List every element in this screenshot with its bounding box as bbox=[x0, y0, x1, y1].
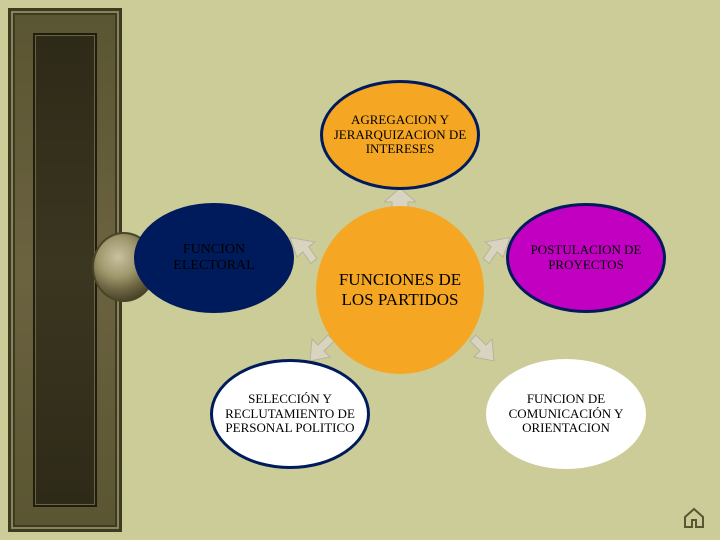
outer-node-bottom: SELECCIÓN Y RECLUTAMIENTO DE PERSONAL PO… bbox=[210, 359, 370, 469]
outer-node-right-upper: POSTULACION DE PROYECTOS bbox=[506, 203, 666, 313]
diagram-container: FUNCIONES DE LOS PARTIDOS AGREGACION Y J… bbox=[130, 0, 720, 540]
sidebar-inner bbox=[33, 33, 97, 507]
outer-node-top-label: AGREGACION Y JERARQUIZACION DE INTERESES bbox=[331, 113, 469, 158]
outer-node-right-upper-label: POSTULACION DE PROYECTOS bbox=[517, 243, 655, 273]
outer-node-right-lower-label: FUNCION DE COMUNICACIÓN Y ORIENTACION bbox=[497, 392, 635, 437]
center-node: FUNCIONES DE LOS PARTIDOS bbox=[316, 206, 484, 374]
outer-node-bottom-label: SELECCIÓN Y RECLUTAMIENTO DE PERSONAL PO… bbox=[221, 392, 359, 437]
center-node-label: FUNCIONES DE LOS PARTIDOS bbox=[324, 270, 476, 309]
outer-node-top: AGREGACION Y JERARQUIZACION DE INTERESES bbox=[320, 80, 480, 190]
outer-node-left-label: FUNCION ELECTORAL bbox=[145, 242, 283, 274]
outer-node-right-lower: FUNCION DE COMUNICACIÓN Y ORIENTACION bbox=[486, 359, 646, 469]
outer-node-left: FUNCION ELECTORAL bbox=[134, 203, 294, 313]
arrow-right-lower-icon bbox=[468, 335, 498, 365]
home-icon[interactable] bbox=[682, 506, 706, 530]
